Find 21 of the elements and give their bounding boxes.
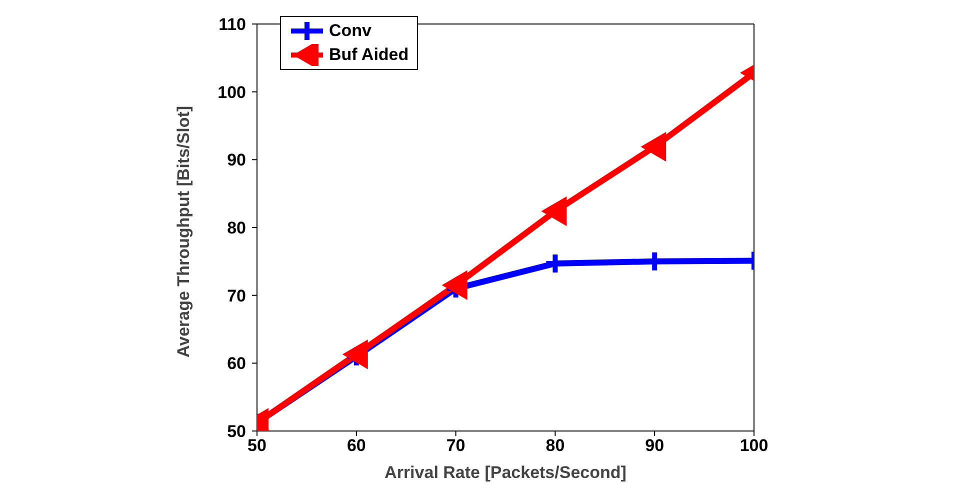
y-tick-label: 60 [227, 354, 246, 374]
x-tick-label: 90 [645, 436, 664, 456]
point [442, 270, 468, 300]
legend-label: Conv [329, 21, 372, 41]
y-tick-label: 70 [227, 286, 246, 306]
point [641, 132, 666, 162]
x-tick-label: 70 [446, 436, 466, 456]
x-tick-label: 60 [346, 436, 366, 456]
x-axis-title: Arrival Rate [Packets/Second] [384, 463, 626, 482]
x-tick-label: 80 [546, 436, 565, 456]
x-tick-label: 100 [740, 436, 768, 456]
y-tick-label: 90 [227, 150, 246, 170]
point [542, 196, 567, 226]
y-tick-label: 110 [218, 15, 246, 34]
y-tick-label: 100 [218, 82, 246, 102]
y-tick-label: 80 [227, 218, 246, 238]
point [342, 340, 368, 369]
legend-label: Buf Aided [329, 45, 409, 65]
y-tick-label: 50 [227, 422, 246, 442]
x-tick-label: 50 [248, 436, 266, 456]
y-axis-title: Average Throughput [Bits/Slot] [174, 106, 194, 358]
